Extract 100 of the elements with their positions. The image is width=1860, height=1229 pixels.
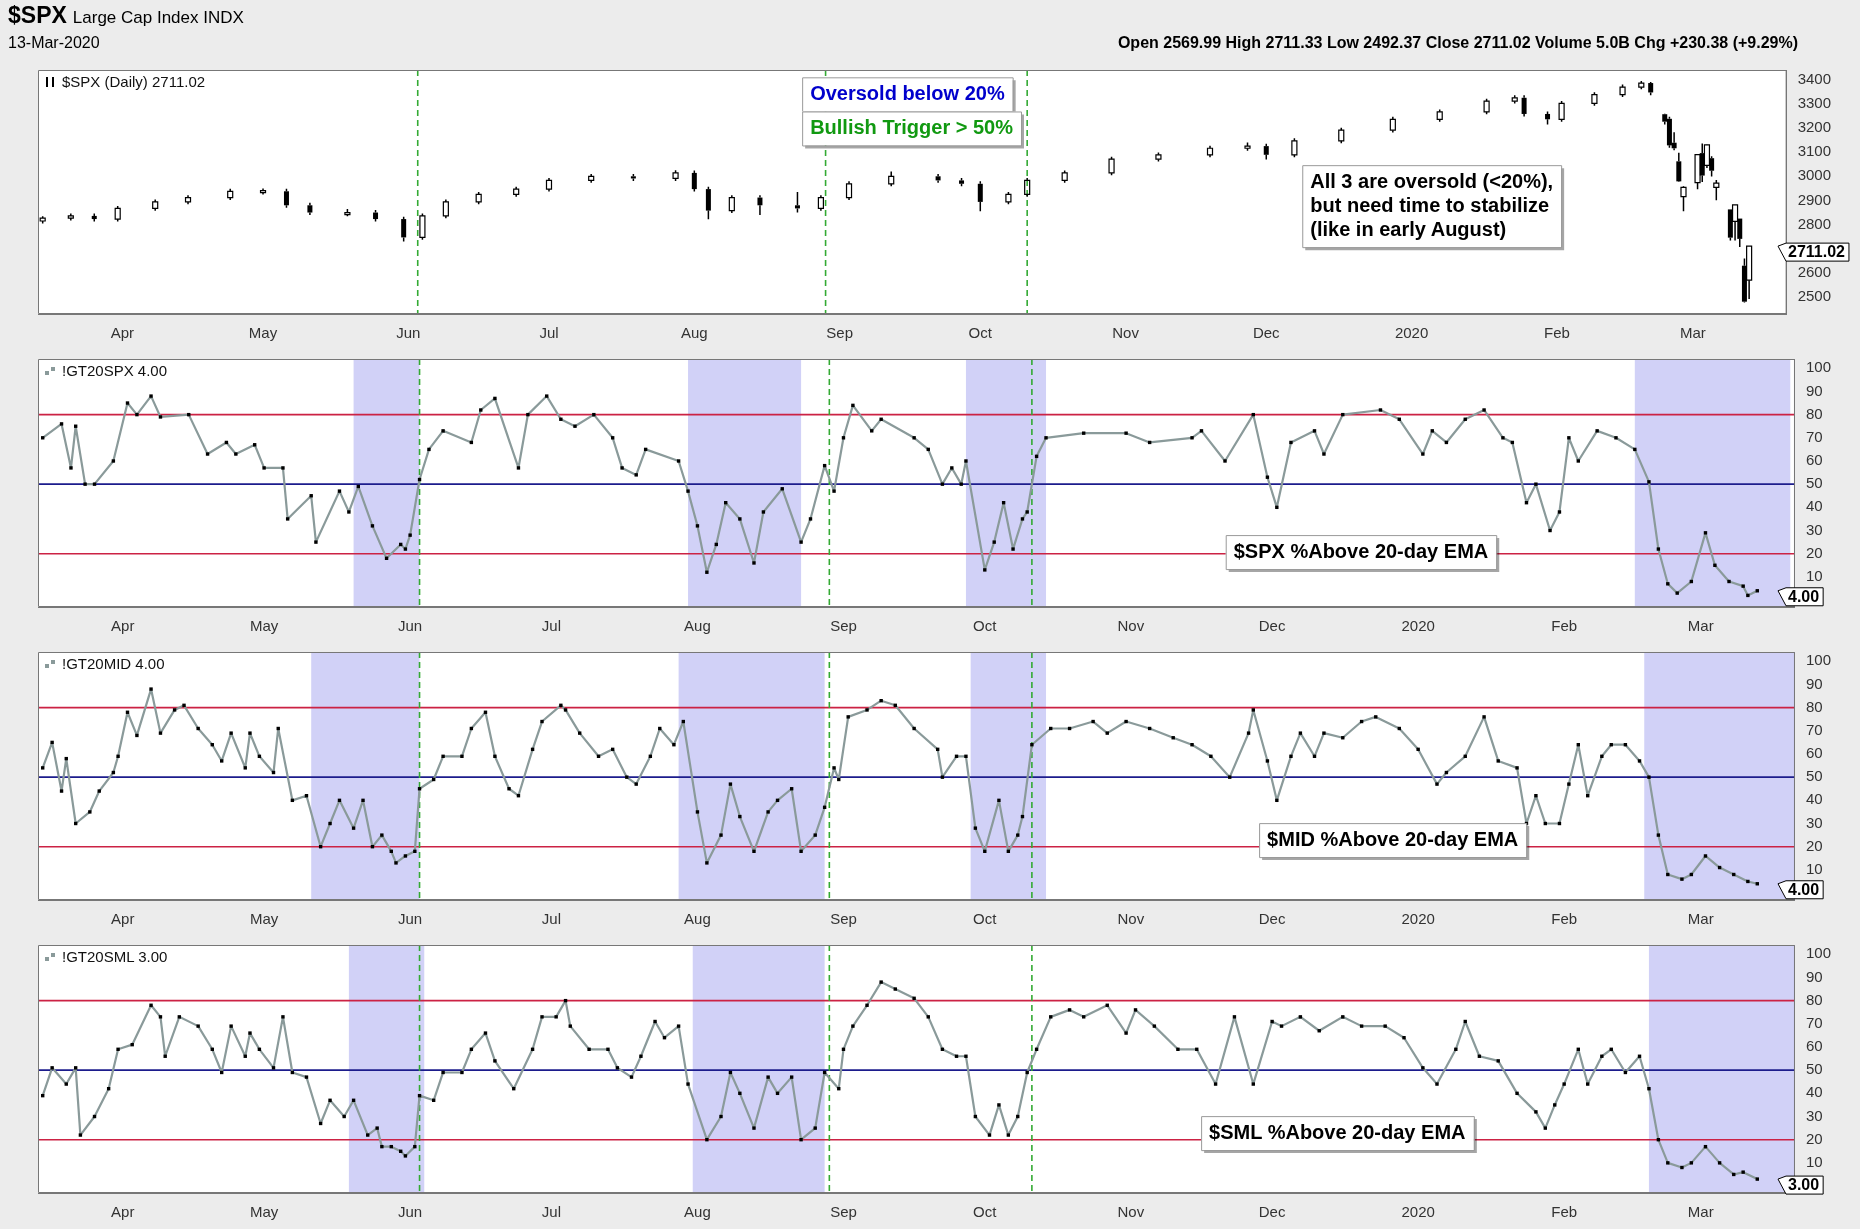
x-tick-label: Feb [1551, 1203, 1578, 1221]
y-tick-label: 30 [1805, 813, 1823, 831]
x-tick-label: Nov [1117, 910, 1145, 928]
x-tick-label: Sep [830, 1203, 857, 1221]
y-tick-label: 90 [1805, 967, 1823, 985]
candlestick [728, 194, 735, 214]
annotation: 3.00 [1788, 1176, 1820, 1193]
y-tick-label: 30 [1805, 1106, 1823, 1124]
candlestick [545, 177, 553, 193]
x-tick-label: Apr [110, 324, 135, 342]
x-tick-label: Oct [973, 910, 998, 928]
y-tick-label: 10 [1805, 567, 1823, 585]
y-tick-label: 3300 [1797, 93, 1832, 111]
x-tick-label: Nov [1112, 324, 1140, 342]
y-tick-label: 100 [1805, 358, 1831, 376]
candlestick [888, 170, 895, 187]
y-tick-label: 2900 [1797, 190, 1832, 208]
x-tick-label: Nov [1117, 1203, 1145, 1221]
y-tick-label: 3000 [1797, 166, 1832, 184]
y-tick-label: 50 [1805, 767, 1823, 785]
y-tick-label: 40 [1805, 497, 1823, 515]
y-tick-label: 50 [1805, 474, 1823, 492]
y-tick-label: 3200 [1797, 118, 1832, 136]
x-tick-label: Mar [1687, 1203, 1714, 1221]
y-tick-label: 10 [1805, 1153, 1823, 1171]
candlestick [1746, 245, 1753, 300]
y-tick-label: 2500 [1797, 287, 1832, 305]
x-tick-label: Jul [541, 1203, 562, 1221]
x-tick-label: Oct [973, 1203, 998, 1221]
annotation: 2711.02 [1788, 243, 1846, 261]
x-tick-label: Aug [684, 1203, 711, 1221]
y-tick-label: 20 [1805, 1129, 1823, 1147]
x-tick-label: 2020 [1401, 617, 1435, 635]
y-tick-label: 10 [1805, 860, 1823, 878]
x-tick-label: Aug [684, 617, 711, 635]
x-tick-label: Jul [541, 910, 562, 928]
candlestick [1206, 145, 1214, 158]
y-tick-label: 70 [1805, 427, 1823, 445]
x-tick-label: Sep [830, 617, 857, 635]
x-tick-label: 2020 [1394, 324, 1429, 342]
candlestick [1389, 116, 1396, 134]
y-tick-label: 30 [1805, 520, 1823, 538]
annotation: 4.00 [1788, 587, 1820, 605]
x-tick-label: Jun [398, 1203, 423, 1221]
legend-label: !GT20SML 3.00 [61, 948, 168, 966]
x-tick-label: Dec [1252, 324, 1281, 342]
x-tick-label: Oct [968, 324, 993, 342]
y-tick-label: 2800 [1797, 214, 1832, 232]
x-tick-label: Nov [1117, 617, 1145, 635]
x-tick-label: Jul [541, 617, 562, 635]
y-tick-label: 50 [1805, 1060, 1823, 1078]
y-tick-label: 40 [1805, 790, 1823, 808]
x-tick-label: Mar [1679, 324, 1706, 342]
x-tick-label: Sep [830, 910, 857, 928]
y-tick-label: 80 [1805, 990, 1823, 1008]
y-tick-label: 70 [1805, 1013, 1823, 1031]
candlestick [845, 180, 853, 201]
annotation: All 3 are oversold (<20%), but need time to stabilize (like in early August) [1310, 169, 1554, 240]
text: Open 2569.99 High 2711.33 Low 2492.37 Close 2711.02 Volume 5.0B Chg +230.38 (+9.29%) [1117, 34, 1798, 52]
annotation: $SPX %Above 20-day EMA [1233, 539, 1489, 562]
text: 13-Mar-2020 [8, 34, 100, 52]
x-tick-label: Mar [1687, 910, 1714, 928]
y-tick-label: 80 [1805, 404, 1823, 422]
x-tick-label: Feb [1551, 910, 1578, 928]
annotation: Oversold below 20% [810, 81, 1005, 104]
x-tick-label: Dec [1258, 1203, 1286, 1221]
y-tick-label: 60 [1805, 1037, 1823, 1055]
x-tick-label: Dec [1258, 617, 1286, 635]
y-tick-label: 80 [1805, 697, 1823, 715]
x-tick-label: Jun [396, 324, 421, 342]
candlestick [1521, 94, 1527, 118]
x-tick-label: 2020 [1401, 1203, 1435, 1221]
x-tick-label: Apr [111, 910, 135, 928]
y-tick-label: 3400 [1797, 69, 1832, 87]
candlestick [757, 194, 763, 216]
candlestick [935, 173, 941, 184]
candlestick [1024, 177, 1031, 198]
y-tick-label: 3100 [1797, 142, 1832, 160]
x-tick-label: May [249, 910, 279, 928]
x-tick-label: Sep [826, 324, 853, 342]
x-tick-label: Aug [684, 910, 711, 928]
x-tick-label: May [248, 324, 278, 342]
y-tick-label: 20 [1805, 543, 1823, 561]
x-tick-label: Oct [973, 617, 998, 635]
x-tick-label: Mar [1687, 617, 1714, 635]
x-tick-label: Dec [1258, 910, 1286, 928]
annotation: 4.00 [1788, 880, 1820, 898]
candlestick [227, 188, 234, 201]
y-tick-label: 40 [1805, 1083, 1823, 1101]
y-tick-label: 60 [1805, 744, 1823, 762]
candlestick [817, 194, 824, 212]
chart-title: $SPX [8, 2, 67, 28]
candlestick [307, 202, 313, 216]
x-tick-label: Feb [1551, 617, 1578, 635]
candlestick [1676, 152, 1682, 182]
candlestick [152, 198, 159, 212]
y-tick-label: 100 [1805, 651, 1831, 669]
x-tick-label: Aug [680, 324, 708, 342]
x-tick-label: Jul [539, 324, 559, 342]
y-tick-label: 90 [1805, 381, 1823, 399]
